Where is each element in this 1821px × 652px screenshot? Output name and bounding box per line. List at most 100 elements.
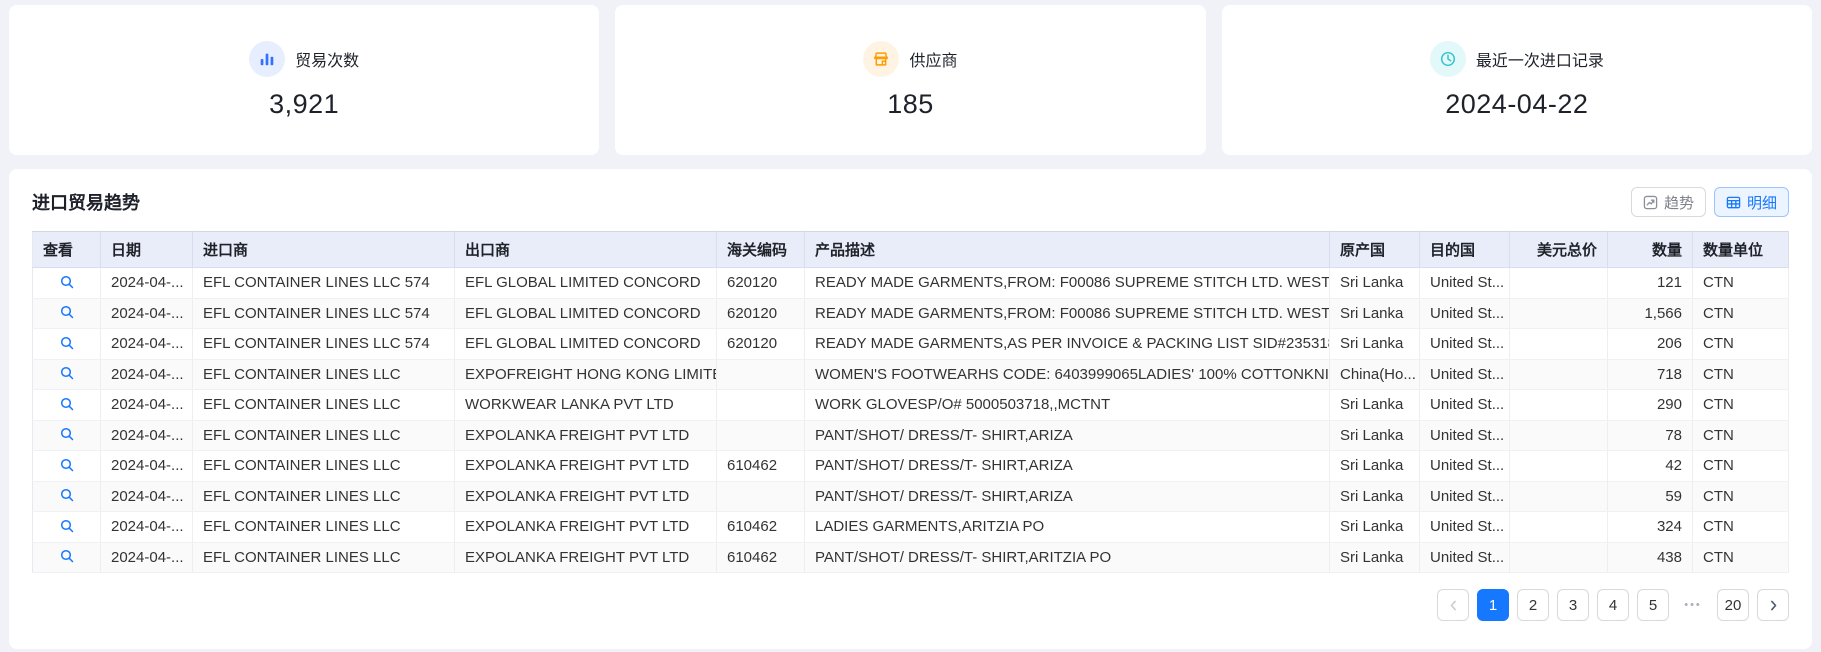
prev-page-button[interactable] xyxy=(1437,589,1469,621)
cell-date: 2024-04-... xyxy=(100,420,193,451)
cell-view xyxy=(32,389,101,421)
cell-origin: Sri Lanka xyxy=(1329,542,1420,573)
cell-view xyxy=(32,267,101,299)
page-button-4[interactable]: 4 xyxy=(1597,589,1629,621)
view-record-button[interactable] xyxy=(57,272,77,292)
col-header-exporter: 出口商 xyxy=(454,231,717,268)
view-toggle-group: 趋势 明细 xyxy=(1630,187,1789,217)
cell-exporter: EXPOLANKA FREIGHT PVT LTD xyxy=(454,542,717,573)
cell-importer: EFL CONTAINER LINES LLC xyxy=(192,420,455,451)
cell-usd-total xyxy=(1509,420,1608,451)
cell-importer: EFL CONTAINER LINES LLC xyxy=(192,542,455,573)
stat-cards-row: 贸易次数 3,921 供应商 185 xyxy=(9,5,1812,155)
search-icon xyxy=(60,397,73,410)
cell-date: 2024-04-... xyxy=(100,450,193,482)
cell-date: 2024-04-... xyxy=(100,328,193,360)
col-header-quantity: 数量 xyxy=(1607,231,1693,268)
cell-usd-total xyxy=(1509,542,1608,573)
suppliers-value: 185 xyxy=(887,88,934,119)
cell-hs-code: 620120 xyxy=(716,267,805,299)
page-button-3[interactable]: 3 xyxy=(1557,589,1589,621)
cell-exporter: WORKWEAR LANKA PVT LTD xyxy=(454,389,717,421)
detail-view-button[interactable]: 明细 xyxy=(1713,187,1789,217)
cell-exporter: EFL GLOBAL LIMITED CONCORD xyxy=(454,298,717,329)
table-row: 2024-04-... EFL CONTAINER LINES LLC WORK… xyxy=(32,389,1789,421)
cell-description: READY MADE GARMENTS,FROM: F00086 SUPREME… xyxy=(804,267,1330,299)
col-header-origin: 原产国 xyxy=(1329,231,1420,268)
cell-exporter: EXPOFREIGHT HONG KONG LIMITED xyxy=(454,359,717,390)
cell-importer: EFL CONTAINER LINES LLC xyxy=(192,359,455,390)
cell-importer: EFL CONTAINER LINES LLC xyxy=(192,481,455,512)
col-header-hs-code: 海关编码 xyxy=(716,231,805,268)
cell-usd-total xyxy=(1509,267,1608,299)
view-record-button[interactable] xyxy=(57,424,77,444)
view-record-button[interactable] xyxy=(57,394,77,414)
table-icon xyxy=(1726,195,1741,210)
page-button-5[interactable]: 5 xyxy=(1637,589,1669,621)
view-record-button[interactable] xyxy=(57,302,77,322)
cell-exporter: EFL GLOBAL LIMITED CONCORD xyxy=(454,328,717,360)
cell-description: PANT/SHOT/ DRESS/T- SHIRT,ARIZA xyxy=(804,481,1330,512)
search-icon xyxy=(60,367,73,380)
next-page-button[interactable] xyxy=(1757,589,1789,621)
page-button-1[interactable]: 1 xyxy=(1477,589,1509,621)
cell-unit: CTN xyxy=(1692,267,1789,299)
cell-date: 2024-04-... xyxy=(100,267,193,299)
view-record-button[interactable] xyxy=(57,333,77,353)
cell-unit: CTN xyxy=(1692,389,1789,421)
cell-quantity: 59 xyxy=(1607,481,1693,512)
cell-origin: China(Ho... xyxy=(1329,359,1420,390)
cell-destination: United St... xyxy=(1419,542,1510,573)
cell-unit: CTN xyxy=(1692,420,1789,451)
view-record-button[interactable] xyxy=(57,516,77,536)
card-label: 贸易次数 xyxy=(295,52,360,70)
cell-view xyxy=(32,298,101,329)
cell-destination: United St... xyxy=(1419,511,1510,543)
clock-icon xyxy=(1429,40,1466,77)
cell-exporter: EFL GLOBAL LIMITED CONCORD xyxy=(454,267,717,299)
cell-view xyxy=(32,511,101,543)
card-label: 最近一次进口记录 xyxy=(1475,52,1604,70)
cell-hs-code: 610462 xyxy=(716,511,805,543)
cell-exporter: EXPOLANKA FREIGHT PVT LTD xyxy=(454,511,717,543)
cell-usd-total xyxy=(1509,481,1608,512)
card-label: 供应商 xyxy=(909,52,958,70)
search-icon xyxy=(60,550,73,563)
view-record-button[interactable] xyxy=(57,455,77,475)
cell-quantity: 1,566 xyxy=(1607,298,1693,329)
cell-unit: CTN xyxy=(1692,328,1789,360)
cell-description: LADIES GARMENTS,ARITZIA PO xyxy=(804,511,1330,543)
cell-destination: United St... xyxy=(1419,450,1510,482)
cell-destination: United St... xyxy=(1419,420,1510,451)
cell-hs-code xyxy=(716,481,805,512)
table-header-row: 查看 日期 进口商 出口商 海关编码 产品描述 原产国 目的国 美元总价 数量 … xyxy=(32,231,1789,268)
col-header-importer: 进口商 xyxy=(192,231,455,268)
cell-description: READY MADE GARMENTS,AS PER INVOICE & PAC… xyxy=(804,328,1330,360)
cell-date: 2024-04-... xyxy=(100,481,193,512)
view-record-button[interactable] xyxy=(57,363,77,383)
cell-quantity: 718 xyxy=(1607,359,1693,390)
search-icon xyxy=(60,428,73,441)
trend-view-button[interactable]: 趋势 xyxy=(1630,187,1706,217)
page-ellipsis: ••• xyxy=(1684,599,1702,611)
table-row: 2024-04-... EFL CONTAINER LINES LLC EXPO… xyxy=(32,542,1789,573)
view-record-button[interactable] xyxy=(57,485,77,505)
col-header-view: 查看 xyxy=(32,231,101,268)
cell-unit: CTN xyxy=(1692,298,1789,329)
cell-usd-total xyxy=(1509,328,1608,360)
col-header-unit: 数量单位 xyxy=(1692,231,1789,268)
cell-destination: United St... xyxy=(1419,298,1510,329)
cell-date: 2024-04-... xyxy=(100,359,193,390)
page-button-20[interactable]: 20 xyxy=(1717,589,1749,621)
cell-description: READY MADE GARMENTS,FROM: F00086 SUPREME… xyxy=(804,298,1330,329)
line-chart-icon xyxy=(1643,195,1658,210)
table-row: 2024-04-... EFL CONTAINER LINES LLC EXPO… xyxy=(32,359,1789,390)
cell-origin: Sri Lanka xyxy=(1329,389,1420,421)
cell-description: WORK GLOVESP/O# 5000503718,,MCTNT xyxy=(804,389,1330,421)
page-button-2[interactable]: 2 xyxy=(1517,589,1549,621)
cell-usd-total xyxy=(1509,359,1608,390)
cell-origin: Sri Lanka xyxy=(1329,511,1420,543)
cell-quantity: 42 xyxy=(1607,450,1693,482)
view-record-button[interactable] xyxy=(57,546,77,566)
cell-quantity: 324 xyxy=(1607,511,1693,543)
